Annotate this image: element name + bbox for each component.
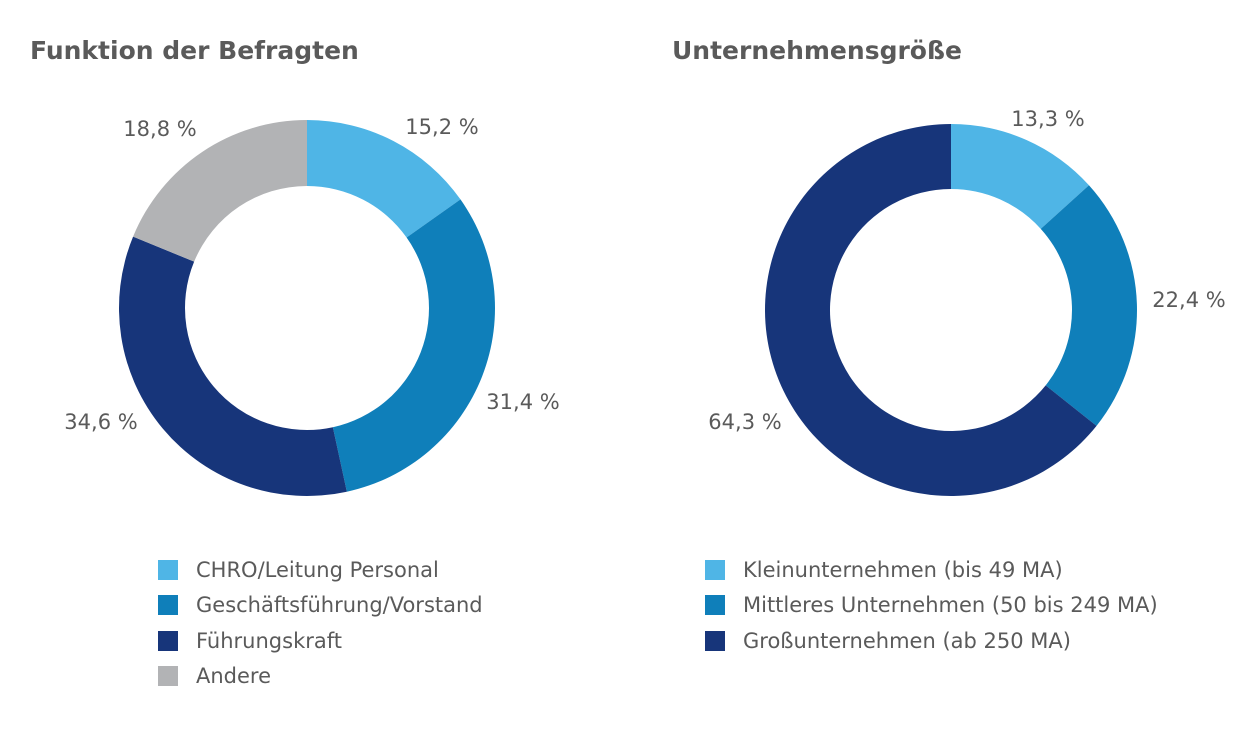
slice-label-funktion-2: 34,6 % [64, 410, 137, 434]
legend-swatch [705, 559, 725, 580]
legend-item: Großunternehmen (ab 250 MA) [705, 623, 1158, 659]
legend-item: Führungskraft [158, 623, 483, 659]
legend-swatch [158, 595, 178, 616]
slice-label-groesse-2: 64,3 % [708, 410, 781, 434]
legend-label: Andere [196, 664, 272, 689]
donut-chart-funktion: 15,2 % 31,4 % 34,6 % 18,8 % [64, 115, 560, 496]
legend-funktion: CHRO/Leitung Personal Geschäftsführung/Vo… [158, 552, 483, 694]
legend-unternehmensgroesse: Kleinunternehmen (bis 49 MA) Mittleres Un… [705, 552, 1158, 659]
slice-label-funktion-1: 31,4 % [486, 390, 559, 414]
legend-swatch [158, 559, 178, 580]
donut-slice-funktion-1 [332, 199, 495, 492]
legend-label: Geschäftsführung/Vorstand [196, 593, 483, 618]
slice-label-groesse-0: 13,3 % [1011, 107, 1084, 131]
legend-swatch [158, 666, 178, 687]
chart-title-unternehmensgroesse: Unternehmensgröße [672, 36, 962, 65]
chart-title-funktion: Funktion der Befragten [30, 36, 359, 65]
slice-label-groesse-1: 22,4 % [1152, 288, 1225, 312]
legend-label: Großunternehmen (ab 250 MA) [743, 628, 1071, 653]
legend-label: Führungskraft [196, 628, 342, 653]
legend-item: Mittleres Unternehmen (50 bis 249 MA) [705, 588, 1158, 624]
legend-swatch [158, 630, 178, 651]
legend-item: Kleinunternehmen (bis 49 MA) [705, 552, 1158, 588]
donut-slice-groesse-1 [1040, 185, 1137, 426]
donut-slice-groesse-2 [764, 124, 1097, 497]
legend-item: Andere [158, 659, 483, 695]
slice-label-funktion-3: 18,8 % [123, 117, 196, 141]
legend-label: Mittleres Unternehmen (50 bis 249 MA) [743, 593, 1158, 618]
legend-label: Kleinunternehmen (bis 49 MA) [743, 557, 1063, 582]
legend-swatch [705, 630, 725, 651]
donut-slice-funktion-0 [307, 120, 461, 238]
legend-item: CHRO/Leitung Personal [158, 552, 483, 588]
donut-slice-groesse-0 [951, 124, 1089, 229]
donut-slice-funktion-3 [133, 120, 307, 262]
legend-item: Geschäftsführung/Vorstand [158, 588, 483, 624]
legend-swatch [705, 595, 725, 616]
donut-slice-funktion-2 [118, 236, 347, 496]
donut-chart-unternehmensgroesse: 13,3 % 22,4 % 64,3 % [708, 107, 1226, 497]
legend-label: CHRO/Leitung Personal [196, 557, 439, 582]
slice-label-funktion-0: 15,2 % [405, 115, 478, 139]
